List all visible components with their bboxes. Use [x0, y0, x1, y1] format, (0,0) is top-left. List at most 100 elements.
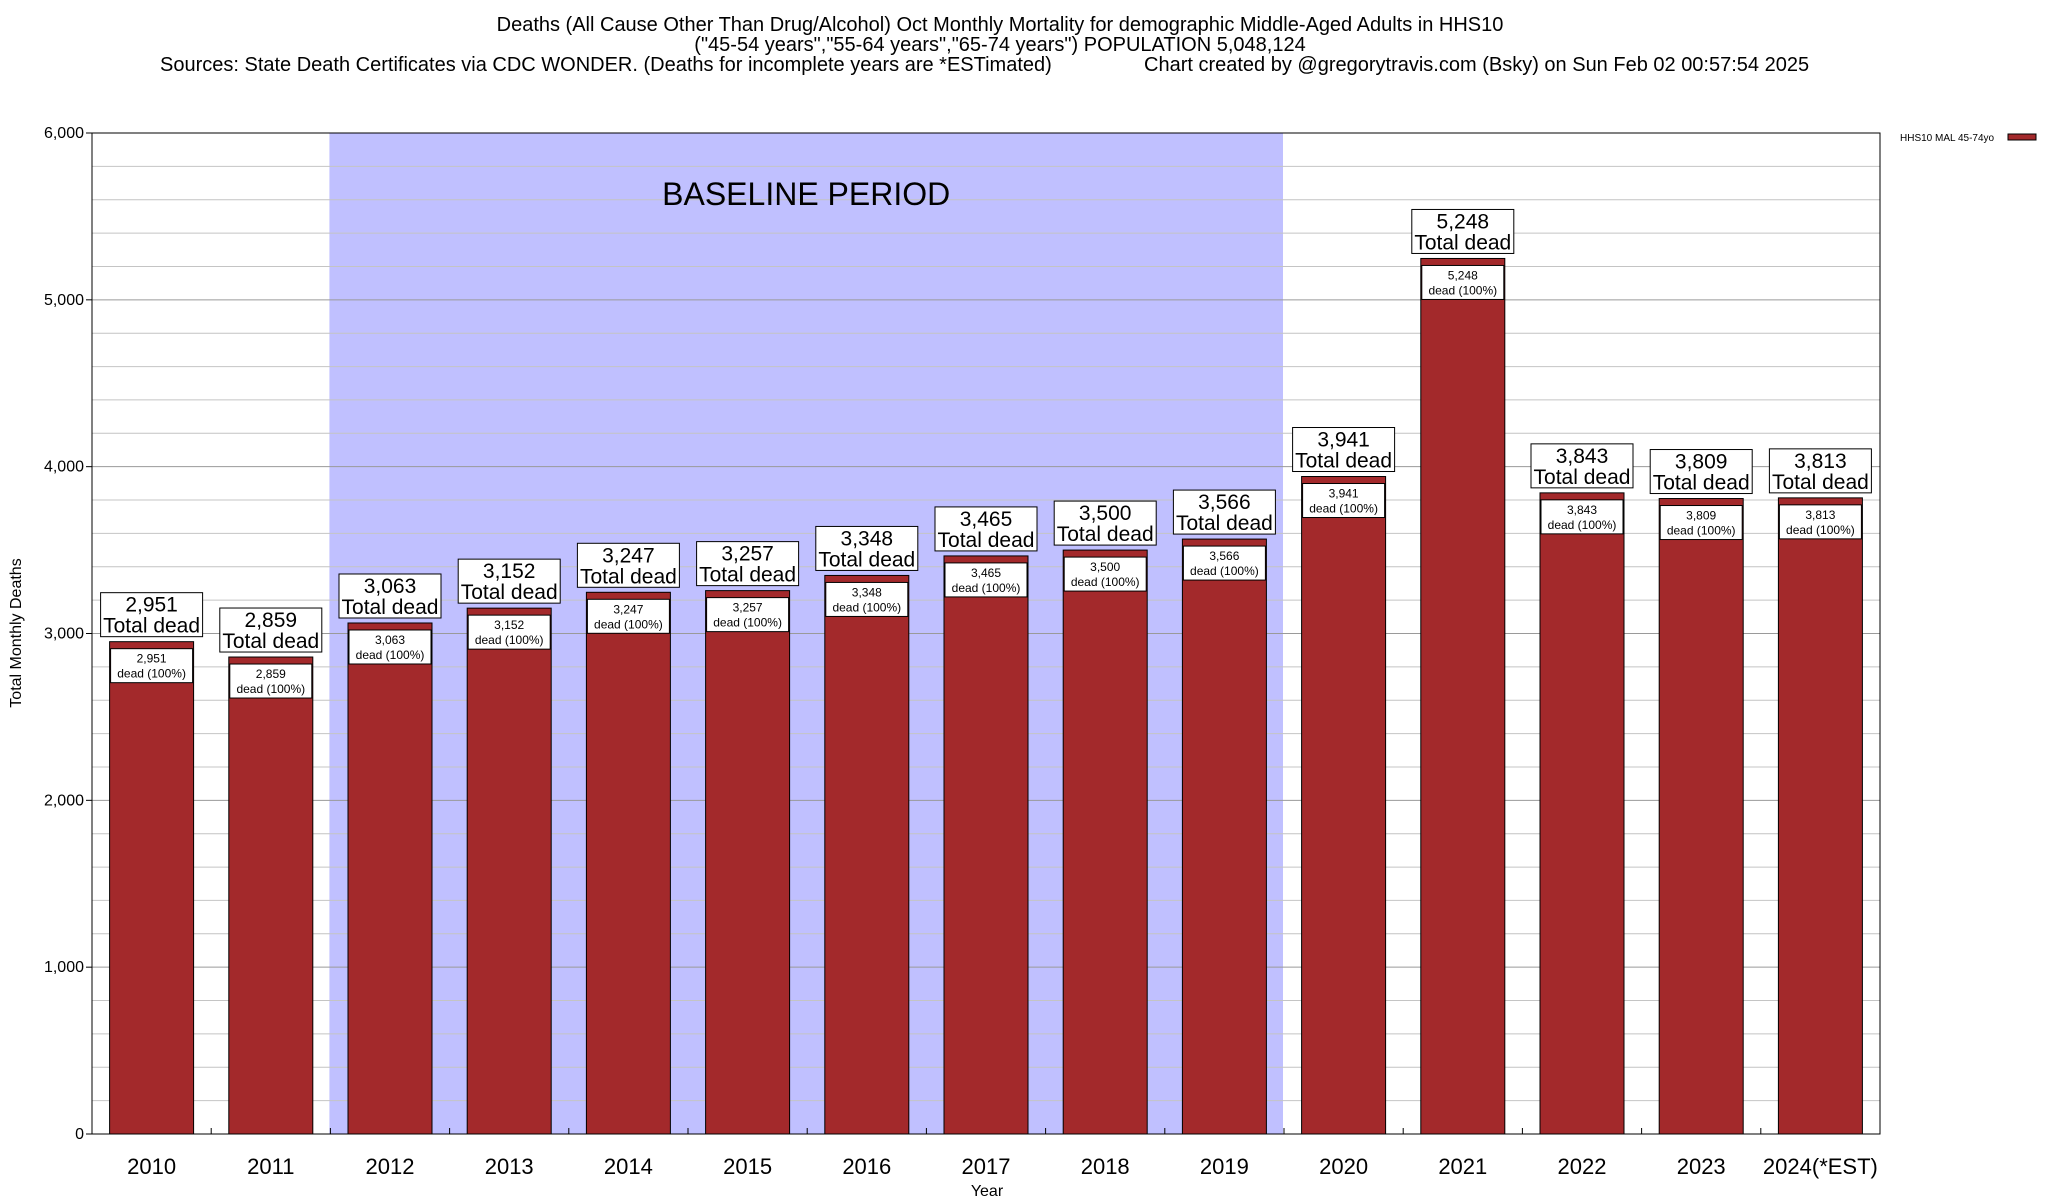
- bar-total-value: 3,465: [960, 508, 1013, 531]
- bar-inner-value: 3,566: [1209, 549, 1239, 563]
- bar-inner-label-box: [1540, 499, 1624, 535]
- y-tick-label: 3,000: [44, 626, 84, 643]
- bar-total-label-box: [696, 541, 800, 587]
- bar-inner-caption: dead (100%): [1786, 523, 1855, 537]
- x-tick-label: 2020: [1319, 1154, 1368, 1179]
- bar-inner-label-box: [586, 598, 670, 634]
- chart-credit: Chart created by @gregorytravis.com (Bsk…: [1144, 54, 1809, 76]
- x-tick-label: 2021: [1438, 1154, 1487, 1179]
- bar-total-label-box: [1411, 208, 1515, 254]
- bar-total-caption: Total dead: [222, 630, 319, 653]
- chart-title: Deaths (All Cause Other Than Drug/Alcoho…: [497, 14, 1504, 36]
- bar-inner-value: 3,813: [1805, 508, 1835, 522]
- bar-total-value: 2,951: [125, 594, 178, 617]
- bar-total-label-box: [1053, 500, 1157, 546]
- bar-total-caption: Total dead: [1653, 472, 1750, 495]
- bar-inner-label-box: [1659, 505, 1743, 541]
- bar-total-caption: Total dead: [1057, 523, 1154, 546]
- bar-total-label-box: [338, 573, 442, 619]
- bar: [585, 591, 671, 1135]
- bar-inner-value: 3,843: [1567, 503, 1597, 517]
- x-tick-label: 2013: [485, 1154, 534, 1179]
- bar-total-caption: Total dead: [1176, 512, 1273, 535]
- legend-label: HHS10 MAL 45-74yo: [1900, 133, 1995, 144]
- x-tick-label: 2018: [1081, 1154, 1130, 1179]
- bar-inner-label-box: [348, 629, 432, 665]
- x-tick-label: 2010: [127, 1154, 176, 1179]
- bar-total-value: 3,257: [721, 543, 774, 566]
- bar-total-value: 3,348: [841, 527, 894, 550]
- bar-total-value: 3,809: [1675, 451, 1728, 474]
- bar-total-caption: Total dead: [1295, 450, 1392, 473]
- bar: [228, 656, 314, 1135]
- x-axis-label: Year: [971, 1183, 1004, 1200]
- bar-total-label-box: [1768, 448, 1872, 494]
- bar: [943, 555, 1029, 1135]
- bar-total-label-box: [219, 607, 323, 653]
- y-tick-label: 4,000: [44, 459, 84, 476]
- bar-inner-label-box: [1063, 556, 1147, 592]
- bar-total-value: 3,843: [1556, 445, 1609, 468]
- y-tick-label: 1,000: [44, 959, 84, 976]
- legend-swatch: [2007, 133, 2037, 141]
- bar: [1181, 538, 1267, 1135]
- bar-inner-value: 3,348: [852, 585, 882, 599]
- x-tick-label: 2012: [366, 1154, 415, 1179]
- bar-inner-label-box: [467, 614, 551, 650]
- bar-inner-value: 3,257: [733, 601, 763, 615]
- x-tick-label: 2023: [1677, 1154, 1726, 1179]
- y-tick-label: 0: [75, 1126, 84, 1143]
- bar-inner-caption: dead (100%): [594, 617, 663, 631]
- bar-total-caption: Total dead: [1534, 466, 1631, 489]
- bar-inner-label-box: [944, 562, 1028, 598]
- bar-inner-value: 3,247: [613, 602, 643, 616]
- bar-inner-caption: dead (100%): [1428, 283, 1497, 297]
- bar-inner-caption: dead (100%): [236, 682, 305, 696]
- bar-total-value: 3,247: [602, 544, 655, 567]
- x-tick-label: 2024(*EST): [1763, 1154, 1878, 1179]
- bar-total-value: 2,859: [245, 609, 298, 632]
- x-tick-label: 2016: [842, 1154, 891, 1179]
- x-tick-label: 2015: [723, 1154, 772, 1179]
- bar-total-value: 3,566: [1198, 491, 1251, 514]
- bar-total-label-box: [1530, 443, 1634, 489]
- bar-total-label-box: [1172, 489, 1276, 535]
- bar-inner-caption: dead (100%): [952, 581, 1021, 595]
- bar-inner-label-box: [229, 663, 313, 699]
- bar-total-value: 3,152: [483, 560, 536, 583]
- bar: [1420, 257, 1506, 1135]
- bar: [705, 590, 791, 1135]
- bar-inner-caption: dead (100%): [713, 616, 782, 630]
- bar: [347, 622, 433, 1135]
- bar-inner-caption: dead (100%): [832, 600, 901, 614]
- bar-inner-label-box: [706, 597, 790, 633]
- bar-total-caption: Total dead: [580, 565, 677, 588]
- x-tick-label: 2019: [1200, 1154, 1249, 1179]
- bar: [1062, 549, 1148, 1135]
- x-tick-label: 2017: [962, 1154, 1011, 1179]
- bar-inner-value: 3,809: [1686, 509, 1716, 523]
- bar-total-label-box: [934, 506, 1038, 552]
- baseline-period-label: BASELINE PERIOD: [662, 176, 950, 212]
- bar-inner-caption: dead (100%): [1071, 575, 1140, 589]
- bar-total-label-box: [100, 592, 204, 638]
- bar-inner-label-box: [1182, 545, 1266, 581]
- legend: HHS10 MAL 45-74yo: [1900, 133, 2037, 144]
- bar-total-label-box: [1649, 449, 1753, 495]
- bar-total-value: 5,248: [1437, 210, 1490, 233]
- chart-sources: Sources: State Death Certificates via CD…: [160, 54, 1052, 76]
- bar-inner-label-box: [110, 648, 194, 684]
- y-axis-label: Total Monthly Deaths: [8, 558, 25, 707]
- bar-total-caption: Total dead: [1772, 471, 1869, 494]
- bar: [824, 574, 910, 1135]
- bar-inner-value: 3,152: [494, 618, 524, 632]
- bar-inner-caption: dead (100%): [117, 667, 186, 681]
- bar-inner-value: 3,941: [1329, 487, 1359, 501]
- x-tick-label: 2022: [1558, 1154, 1607, 1179]
- y-tick-label: 2,000: [44, 792, 84, 809]
- bar-inner-value: 5,248: [1448, 268, 1478, 282]
- bar-inner-caption: dead (100%): [1548, 518, 1617, 532]
- x-tick-label: 2011: [247, 1154, 294, 1179]
- bar-total-label-box: [1292, 427, 1396, 473]
